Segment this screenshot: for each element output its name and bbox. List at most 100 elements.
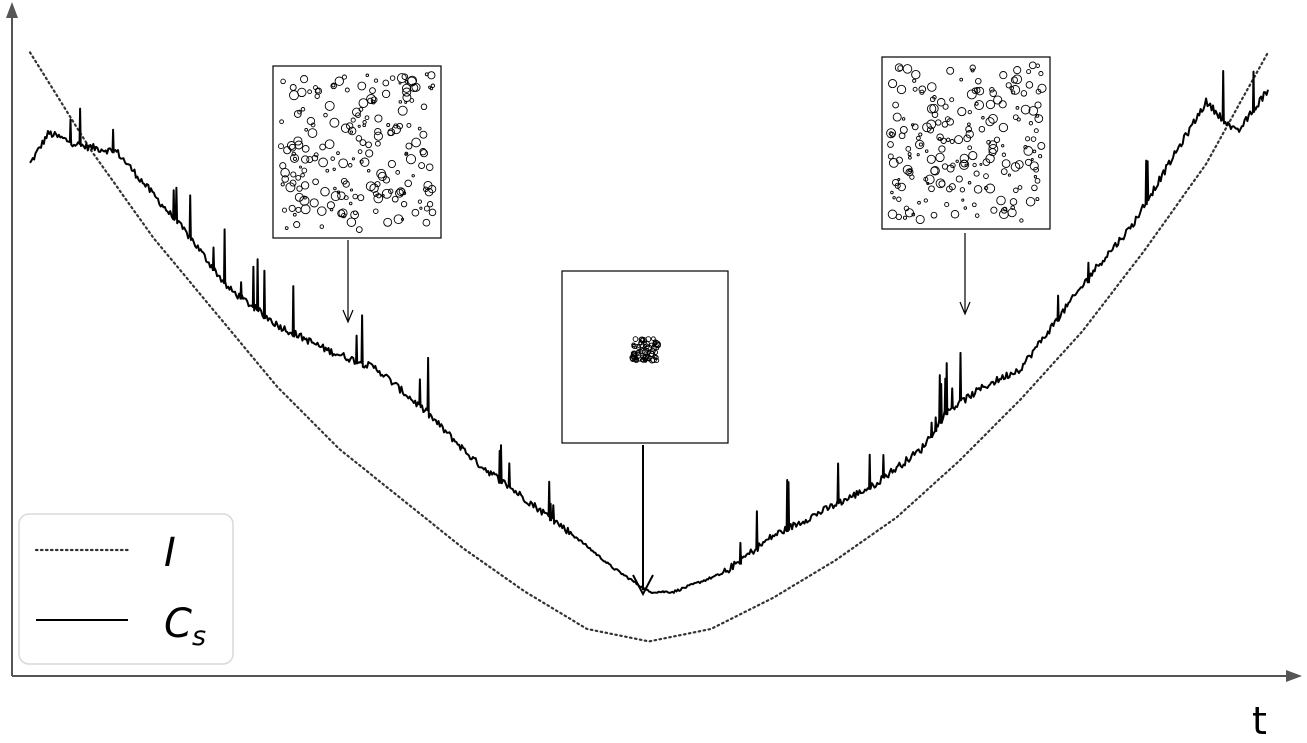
particle xyxy=(299,195,310,206)
particle xyxy=(891,178,900,187)
particle xyxy=(975,77,982,85)
particle xyxy=(999,209,1009,220)
particle xyxy=(396,73,407,84)
particle xyxy=(280,78,286,85)
particle xyxy=(312,178,319,186)
particle xyxy=(318,157,328,168)
particle xyxy=(944,116,951,122)
particle xyxy=(1025,136,1031,142)
particle xyxy=(411,137,421,148)
particle xyxy=(279,119,284,125)
particle xyxy=(1013,66,1022,75)
particle xyxy=(1016,117,1021,122)
particle xyxy=(420,103,428,111)
particle xyxy=(323,112,328,118)
particle xyxy=(294,192,304,202)
particle xyxy=(376,193,382,199)
particle xyxy=(918,142,923,147)
particle xyxy=(652,341,657,346)
particle xyxy=(924,149,929,153)
inset-left xyxy=(272,65,442,324)
particle xyxy=(1001,144,1005,148)
particle xyxy=(313,85,318,91)
particle xyxy=(988,144,999,154)
particle xyxy=(300,204,311,215)
particle xyxy=(391,195,399,203)
particle xyxy=(365,141,372,149)
particle xyxy=(926,154,936,164)
particle xyxy=(985,117,995,127)
particle xyxy=(926,181,930,185)
particle xyxy=(950,209,960,219)
inset-right-pointer-head xyxy=(959,301,971,316)
legend-label-I: I xyxy=(164,530,176,576)
particle xyxy=(371,99,376,105)
particle xyxy=(638,336,646,343)
particle xyxy=(1025,196,1036,207)
particle xyxy=(332,167,336,171)
particle xyxy=(928,185,935,193)
particle xyxy=(1028,106,1039,116)
particle xyxy=(942,103,949,110)
particle xyxy=(940,137,947,144)
particle xyxy=(1029,161,1039,171)
particle xyxy=(366,168,371,173)
legend-label-Cs: Cs xyxy=(164,601,206,652)
particle xyxy=(982,158,991,167)
particle xyxy=(968,151,978,161)
particle xyxy=(889,131,895,138)
particle xyxy=(630,350,638,358)
particle xyxy=(902,164,913,175)
particle xyxy=(985,183,996,194)
inset-right xyxy=(881,56,1051,316)
particle xyxy=(912,86,918,92)
particle xyxy=(355,135,363,142)
inset-right-frame xyxy=(881,56,1051,230)
particle xyxy=(974,101,979,106)
particle xyxy=(1009,198,1018,206)
particle xyxy=(946,185,953,193)
particle xyxy=(887,141,894,148)
particle xyxy=(1030,136,1037,142)
particle xyxy=(1037,83,1047,93)
particle xyxy=(389,75,396,81)
particle xyxy=(899,125,908,134)
particle xyxy=(1031,184,1038,192)
particle xyxy=(632,336,639,342)
particle xyxy=(338,158,349,169)
particle xyxy=(375,140,381,147)
series-line-I xyxy=(28,51,1270,643)
particle xyxy=(1035,197,1040,202)
particle xyxy=(1026,69,1032,75)
particle xyxy=(999,71,1008,80)
particle xyxy=(404,179,412,188)
particle xyxy=(923,198,928,203)
particle xyxy=(963,206,968,210)
particle xyxy=(935,152,945,163)
particle xyxy=(1033,128,1039,134)
particle xyxy=(902,64,913,74)
inset-center xyxy=(561,270,729,597)
particle xyxy=(1020,104,1031,115)
particle xyxy=(1028,61,1037,70)
particle xyxy=(417,126,422,131)
particle xyxy=(280,182,285,187)
particle xyxy=(969,64,976,71)
particle xyxy=(896,84,907,95)
particle xyxy=(299,165,302,169)
particle xyxy=(402,87,412,97)
particle xyxy=(955,159,959,163)
particle xyxy=(281,175,289,183)
particle xyxy=(373,78,379,83)
particle xyxy=(401,73,409,80)
particle xyxy=(428,208,437,217)
particle xyxy=(908,155,912,160)
particle xyxy=(912,78,917,83)
particle xyxy=(1012,74,1023,85)
particle xyxy=(351,157,355,161)
particle xyxy=(348,201,353,206)
particle xyxy=(307,128,318,138)
particle xyxy=(352,107,361,117)
particle xyxy=(1028,121,1034,126)
